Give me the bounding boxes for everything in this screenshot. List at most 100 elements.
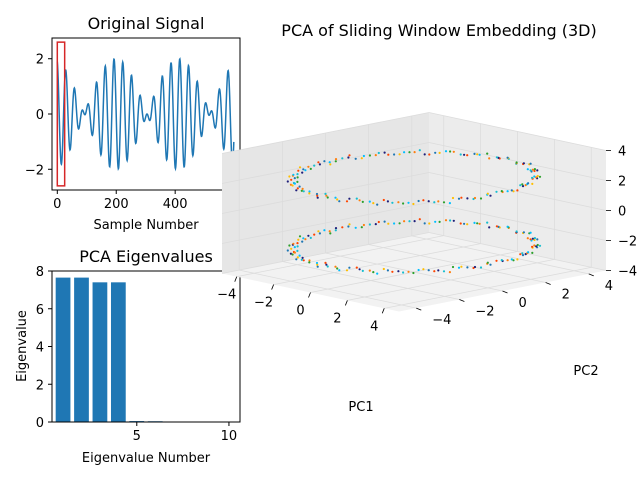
scatter-point xyxy=(444,219,448,222)
scatter-point xyxy=(515,161,518,164)
signal-data xyxy=(56,41,235,187)
scatter-point xyxy=(449,150,452,153)
scatter-point xyxy=(304,238,307,241)
scatter-point xyxy=(297,169,300,172)
scatter-point xyxy=(427,269,430,272)
scatter-point xyxy=(536,174,539,178)
pca3d-title: PCA of Sliding Window Embedding (3D) xyxy=(281,21,596,40)
scatter-point xyxy=(476,153,479,156)
scatter-point xyxy=(372,202,375,205)
scatter-point xyxy=(495,259,498,262)
scatter-point xyxy=(529,231,532,234)
scatter-point xyxy=(296,173,299,176)
scatter-point xyxy=(489,263,492,266)
scatter-point xyxy=(324,261,327,264)
scatter-point xyxy=(452,219,455,222)
scatter-point xyxy=(533,238,536,242)
eigen-bar xyxy=(92,282,108,422)
scatter-point xyxy=(341,157,344,160)
signal-ytick-label: 0 xyxy=(36,108,44,123)
scatter-point xyxy=(307,234,310,237)
scatter-point xyxy=(434,220,437,223)
scatter-point xyxy=(418,149,421,152)
scatter-point xyxy=(376,203,379,206)
scatter-point xyxy=(328,161,331,164)
scatter-point xyxy=(442,201,446,204)
pca3d-xtick-label: 2 xyxy=(333,311,341,326)
scatter-point xyxy=(531,176,534,179)
scatter-point xyxy=(329,232,332,235)
scatter-point xyxy=(326,196,329,199)
scatter-point xyxy=(296,249,299,252)
scatter-point xyxy=(422,199,425,202)
scatter-point xyxy=(318,163,321,166)
scatter-point xyxy=(506,225,509,228)
scatter-point xyxy=(526,168,529,171)
scatter-point xyxy=(301,187,304,190)
scatter-point xyxy=(362,223,365,227)
scatter-point xyxy=(317,161,320,164)
scatter-point xyxy=(433,270,436,273)
scatter-point xyxy=(300,189,303,192)
scatter-point xyxy=(495,225,498,228)
scatter-point xyxy=(402,271,405,274)
scatter-point xyxy=(383,220,386,223)
scatter-point xyxy=(495,156,498,159)
scatter-point xyxy=(522,231,526,234)
pca3d-ztick-label: 4 xyxy=(618,145,626,160)
grid-line-y-floor xyxy=(325,252,503,292)
scatter-point xyxy=(533,237,537,240)
scatter-point xyxy=(423,222,426,225)
scatter-point xyxy=(538,175,542,178)
scatter-point xyxy=(448,271,451,274)
scatter-point xyxy=(329,163,332,166)
scatter-point xyxy=(298,166,302,169)
scatter-point xyxy=(387,153,390,156)
scatter-point xyxy=(315,192,319,196)
pca3d-xtick xyxy=(381,308,385,314)
scatter-point xyxy=(521,185,525,188)
scatter-point xyxy=(476,222,479,225)
scatter-point xyxy=(293,177,296,180)
scatter-point xyxy=(368,154,371,157)
scatter-point xyxy=(531,251,534,254)
eigen-ylabel: Eigenvalue xyxy=(15,310,30,382)
scatter-point xyxy=(354,226,357,229)
scatter-point xyxy=(361,269,364,272)
scatter-point xyxy=(519,184,522,187)
scatter-point xyxy=(466,223,469,226)
scatter-point xyxy=(295,258,298,261)
pca3d-xtick-label: −4 xyxy=(217,288,236,303)
scatter-point xyxy=(391,270,394,273)
scatter-point xyxy=(500,259,503,262)
grid-line-y-floor xyxy=(411,235,589,275)
scatter-point xyxy=(527,182,530,185)
scatter-point xyxy=(292,242,295,245)
scatter-point xyxy=(393,222,396,225)
scatter-point xyxy=(302,259,305,262)
pca3d-ytick-label: 4 xyxy=(605,279,613,294)
scatter-point xyxy=(291,253,294,256)
scatter-point xyxy=(488,226,491,229)
scatter-point xyxy=(466,197,469,200)
scatter-point xyxy=(408,151,411,154)
eigen-ytick-label: 8 xyxy=(36,265,44,280)
signal-ytick-label: 2 xyxy=(36,53,44,68)
scatter-point xyxy=(288,175,291,178)
grid-line-z-side xyxy=(221,142,430,184)
scatter-point xyxy=(315,261,319,265)
scatter-point xyxy=(374,154,377,157)
scatter-point xyxy=(313,164,316,167)
scatter-point xyxy=(302,237,305,240)
signal-xlabel: Sample Number xyxy=(93,218,199,233)
scatter-point xyxy=(506,190,509,193)
scatter-point xyxy=(338,200,341,203)
scatter-point xyxy=(438,151,441,154)
scatter-point xyxy=(529,169,532,172)
scatter-point xyxy=(345,200,349,203)
scatter-point xyxy=(506,259,509,262)
scatter-point xyxy=(354,157,357,160)
pca3d-ztick-label: 0 xyxy=(618,205,626,220)
scatter-point xyxy=(377,220,380,224)
scatter-point xyxy=(358,199,361,202)
